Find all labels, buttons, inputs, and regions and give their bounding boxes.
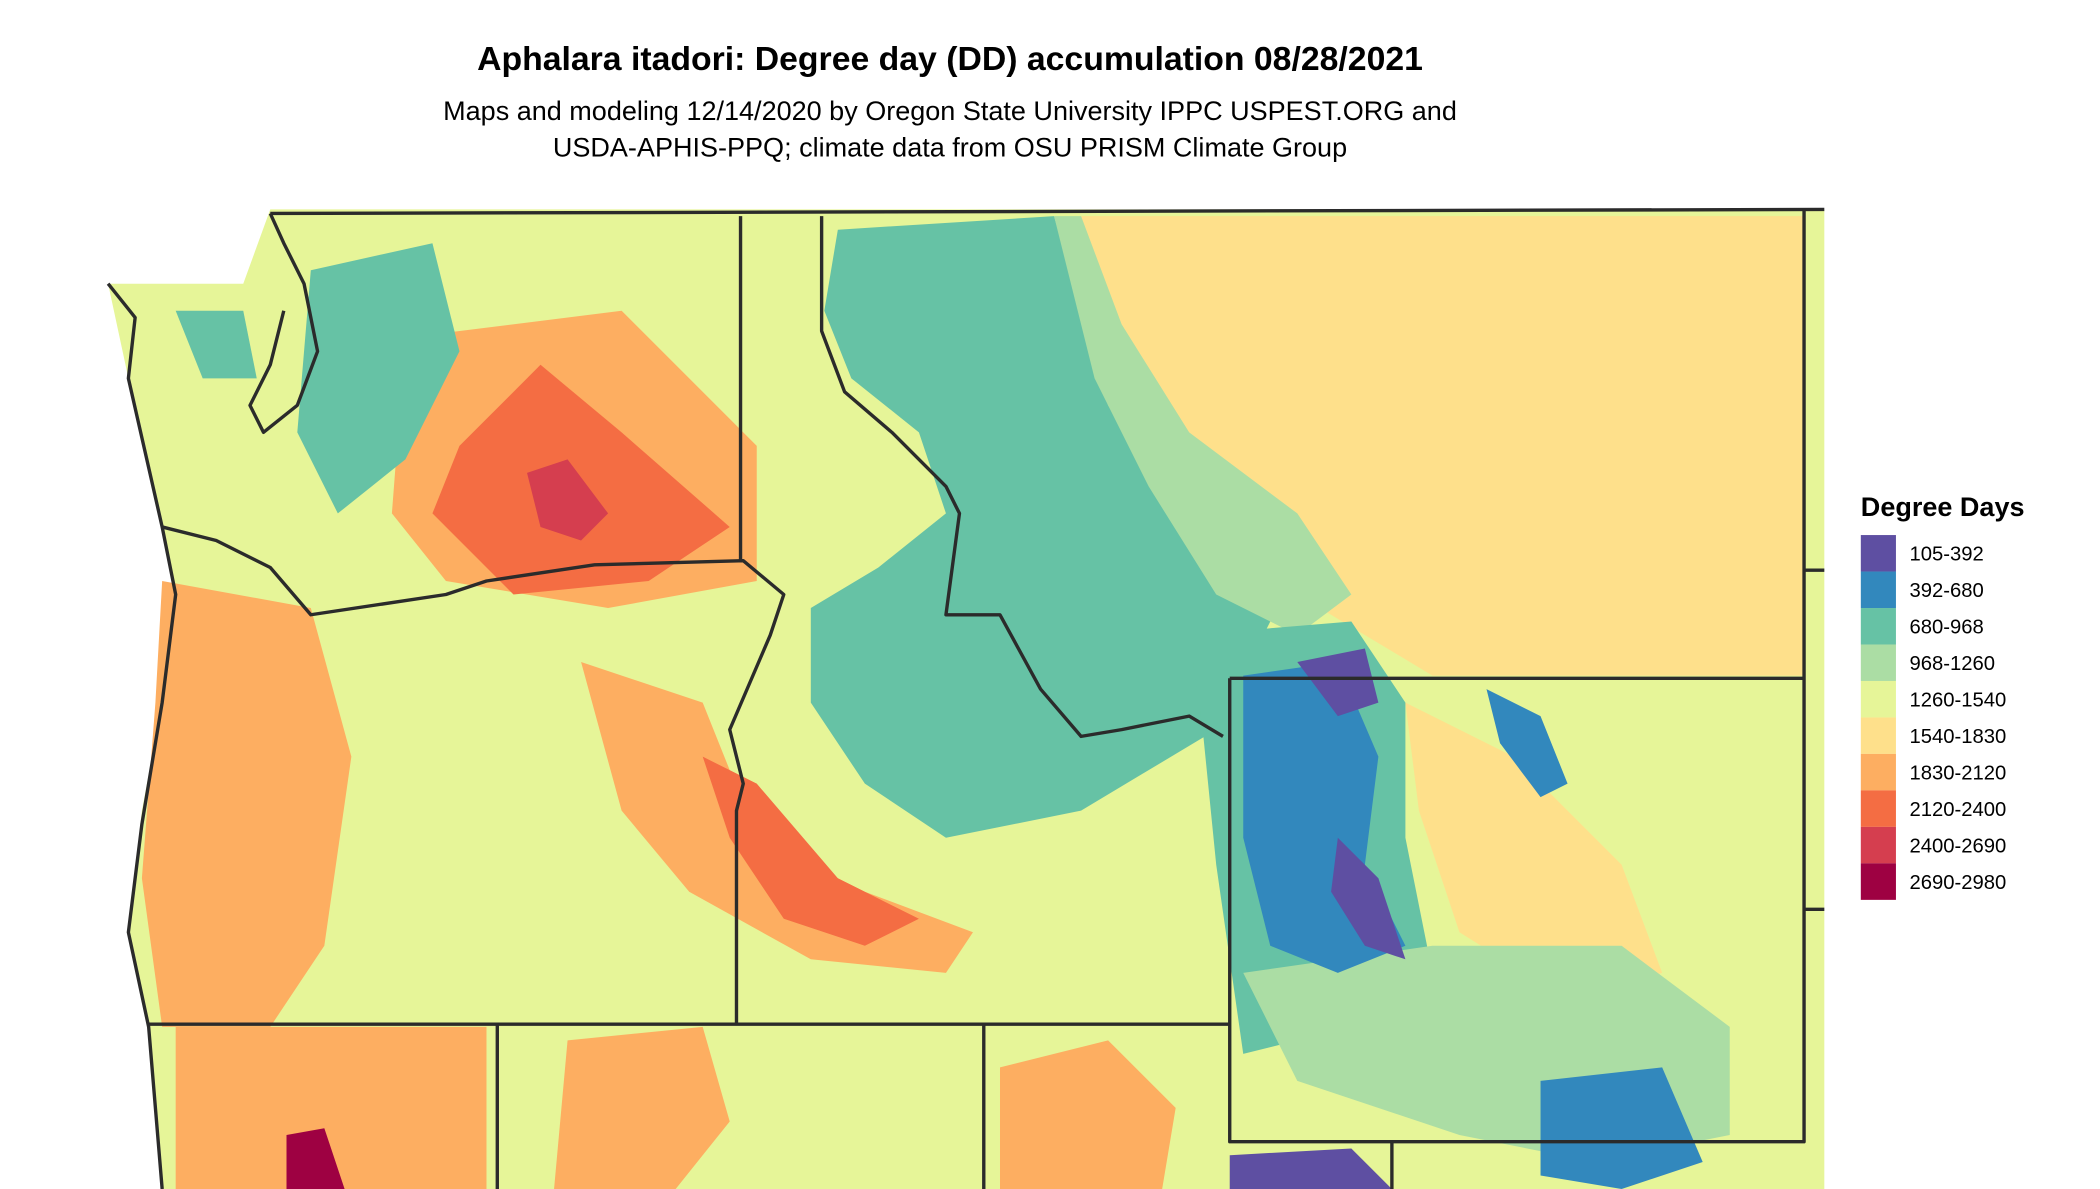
region xyxy=(810,216,1271,838)
legend-label: 2400-2690 xyxy=(1909,836,2006,858)
region xyxy=(1540,1067,1703,1189)
border xyxy=(819,216,1224,739)
legend-label: 680-968 xyxy=(1909,617,1983,639)
region xyxy=(1405,702,1663,1000)
subtitle: Maps and modeling 12/14/2020 by Oregon S… xyxy=(443,96,1457,126)
legend-label: 968-1260 xyxy=(1909,653,1995,675)
legend-swatch xyxy=(1860,571,1896,609)
region xyxy=(702,756,919,946)
legend-swatch xyxy=(1860,680,1896,718)
coast xyxy=(106,282,178,1189)
legend-swatch xyxy=(1860,608,1896,645)
legend-title: Degree Days xyxy=(1861,492,2025,522)
region xyxy=(1297,648,1379,717)
region xyxy=(175,1026,487,1189)
region xyxy=(1054,216,1352,636)
border xyxy=(270,207,1825,216)
border xyxy=(1228,209,1806,1144)
legend-swatch xyxy=(1860,863,1896,900)
legend-label: 2690-2980 xyxy=(1909,872,2006,894)
legend-swatch xyxy=(1860,790,1896,827)
title: Aphalara itadori: Degree day (DD) accumu… xyxy=(477,40,1423,78)
region xyxy=(286,1128,345,1189)
region xyxy=(175,310,257,379)
coast xyxy=(248,212,320,435)
region xyxy=(581,662,973,973)
legend-label: 1830-2120 xyxy=(1909,763,2006,785)
legend-label: 2120-2400 xyxy=(1909,799,2006,821)
legend-label: 392-680 xyxy=(1909,580,1983,602)
region xyxy=(1486,689,1568,798)
region xyxy=(527,459,609,541)
legend-label: 105-392 xyxy=(1909,544,1983,566)
map xyxy=(106,207,1825,1189)
legend-swatch xyxy=(1860,826,1896,864)
region xyxy=(1229,1148,1392,1189)
subtitle: USDA-APHIS-PPQ; climate data from OSU PR… xyxy=(553,133,1347,163)
legend-swatch xyxy=(1860,644,1896,681)
legend: 105-392 392-680 680-968 968-1260 1260-1540 15… xyxy=(1860,535,2006,900)
legend-swatch xyxy=(1860,717,1896,754)
region xyxy=(1000,1040,1176,1189)
region xyxy=(1081,216,1805,676)
legend-swatch xyxy=(1860,535,1896,572)
region xyxy=(141,580,352,1027)
legend-swatch xyxy=(1860,753,1896,791)
legend-label: 1540-1830 xyxy=(1909,726,2006,748)
region xyxy=(554,1026,730,1189)
legend-label: 1260-1540 xyxy=(1909,690,2006,712)
region xyxy=(1331,837,1406,960)
region xyxy=(297,243,460,514)
border xyxy=(161,525,786,1025)
